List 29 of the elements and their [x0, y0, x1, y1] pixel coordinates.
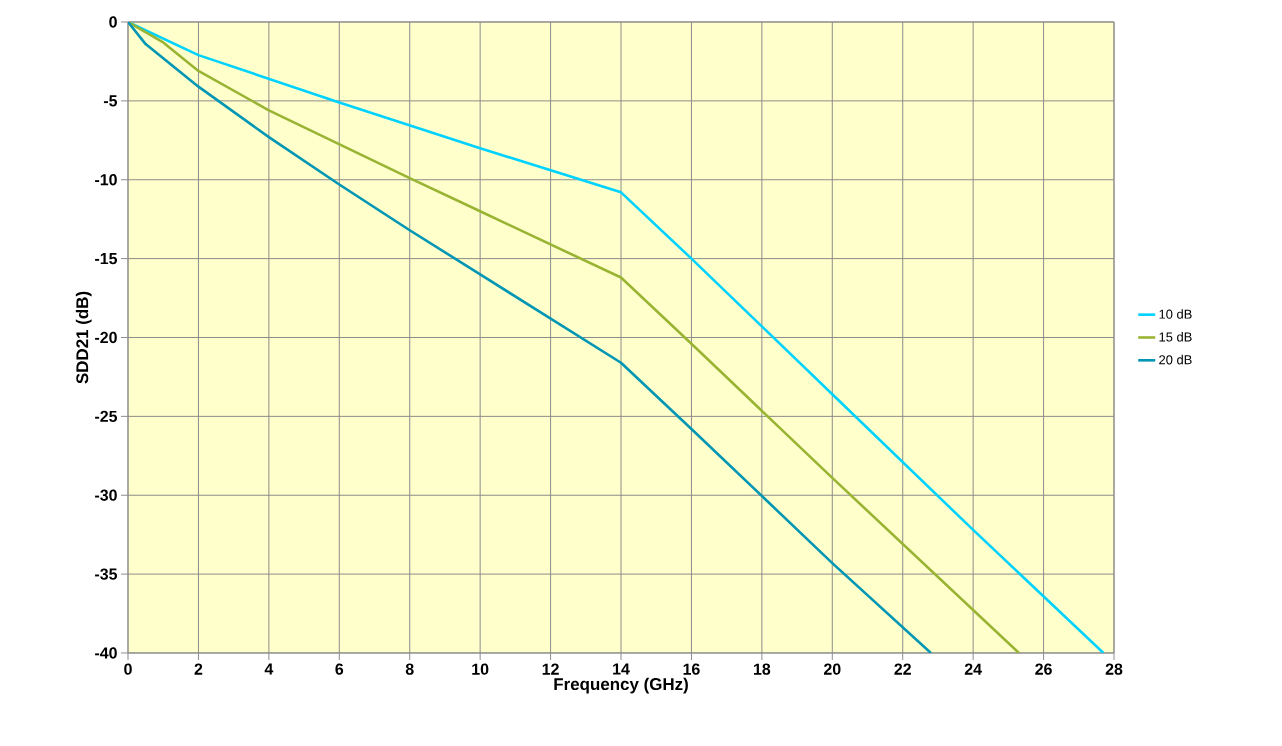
legend-label: 20 dB — [1159, 354, 1192, 365]
y-axis-title: SDD21 (dB) — [75, 291, 92, 384]
y-tick-label: -25 — [95, 410, 118, 422]
y-tick-label: 0 — [109, 16, 117, 28]
x-tick-label: 14 — [613, 663, 630, 675]
y-tick-label: -35 — [95, 568, 118, 580]
y-tick-label: -30 — [95, 489, 117, 501]
y-tick-label: -10 — [95, 174, 117, 186]
x-tick-label: 18 — [754, 663, 771, 675]
x-tick-label: 8 — [405, 663, 414, 675]
legend-label: 10 dB — [1159, 309, 1192, 319]
x-axis-title: Frequency (GHz) — [554, 677, 688, 694]
x-tick-label: 6 — [335, 663, 344, 675]
x-tick-label: 10 — [472, 663, 489, 675]
x-tick-label: 20 — [823, 663, 841, 675]
x-tick-label: 28 — [1105, 663, 1123, 675]
x-tick-label: 26 — [1035, 663, 1052, 675]
x-tick-label: 0 — [124, 663, 132, 675]
legend-label: 15 dB — [1159, 332, 1192, 342]
y-tick-label: -40 — [95, 647, 117, 659]
x-tick-label: 24 — [964, 663, 982, 675]
x-tick-label: 12 — [542, 663, 559, 675]
y-tick-label: -15 — [95, 253, 118, 265]
x-tick-label: 4 — [264, 663, 274, 675]
y-tick-label: -20 — [95, 331, 117, 344]
x-tick-label: 16 — [683, 663, 700, 675]
x-tick-label: 2 — [194, 663, 203, 675]
y-tick-label: -5 — [103, 95, 118, 107]
x-tick-label: 22 — [894, 663, 911, 675]
